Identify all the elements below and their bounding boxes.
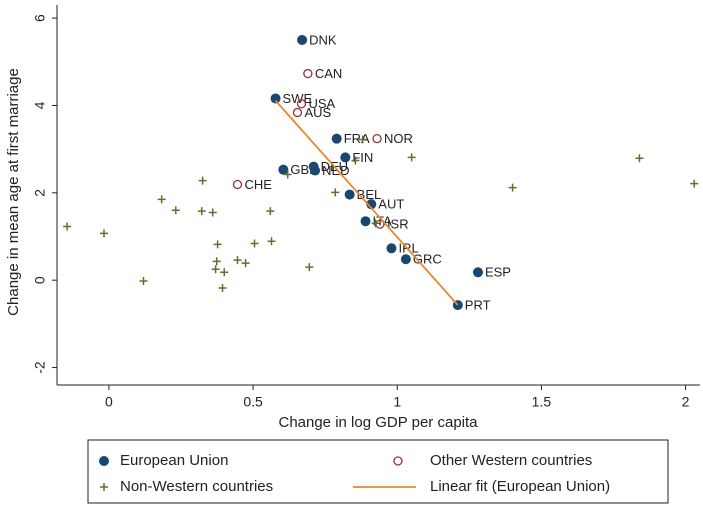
y-tick-label: -2 xyxy=(32,361,48,374)
legend-box xyxy=(87,439,669,504)
point xyxy=(211,265,220,274)
point xyxy=(283,170,292,179)
legend-marker xyxy=(99,456,109,466)
point xyxy=(292,107,303,118)
y-axis-label: Change in mean age at first marriage xyxy=(5,68,22,316)
point-label: CHE xyxy=(245,177,273,192)
point-label: NED xyxy=(322,163,349,178)
point-label: ESP xyxy=(485,265,511,280)
point xyxy=(270,93,281,104)
point xyxy=(296,99,307,109)
legend-marker xyxy=(393,456,403,466)
point-label: NOR xyxy=(384,131,413,146)
x-tick-label: 0 xyxy=(105,394,113,410)
point xyxy=(472,267,483,278)
point-label: PRT xyxy=(465,298,491,313)
point xyxy=(198,176,207,185)
legend-label: European Union xyxy=(120,452,228,469)
point xyxy=(690,179,699,188)
point xyxy=(331,133,342,144)
point xyxy=(351,156,360,165)
point xyxy=(372,134,382,144)
fit-line xyxy=(274,100,459,306)
point xyxy=(267,237,276,246)
point xyxy=(331,188,340,197)
point xyxy=(358,135,367,144)
point xyxy=(208,208,217,217)
legend-label: Other Western countries xyxy=(430,452,592,469)
y-tick-label: 2 xyxy=(32,189,48,197)
point xyxy=(400,254,411,265)
point xyxy=(386,243,397,254)
point xyxy=(99,229,108,238)
point xyxy=(241,259,250,268)
point xyxy=(635,154,644,163)
point xyxy=(220,268,229,277)
point xyxy=(232,179,243,190)
x-axis-label: Change in log GDP per capita xyxy=(278,414,478,431)
point xyxy=(233,256,242,265)
point xyxy=(63,222,72,231)
point xyxy=(212,257,221,266)
x-tick-label: 2 xyxy=(682,394,690,410)
point-label: USA xyxy=(309,96,336,111)
point xyxy=(278,164,289,175)
legend-marker xyxy=(100,483,108,491)
point xyxy=(344,189,355,200)
point xyxy=(171,206,180,215)
point xyxy=(508,183,517,192)
point xyxy=(340,152,351,163)
point-label: CAN xyxy=(315,66,342,81)
point xyxy=(371,219,380,228)
point xyxy=(407,153,416,162)
point xyxy=(297,34,308,45)
point xyxy=(266,207,275,216)
point xyxy=(218,284,227,293)
point-label: FRA xyxy=(344,131,370,146)
point xyxy=(250,239,259,248)
y-tick-label: 4 xyxy=(32,101,48,109)
point xyxy=(366,199,377,210)
point xyxy=(310,165,321,176)
x-tick-label: 1 xyxy=(393,394,401,410)
point xyxy=(213,240,222,249)
point xyxy=(139,277,148,286)
point-label: AUT xyxy=(378,197,404,212)
point xyxy=(197,207,206,216)
x-tick-label: 1.5 xyxy=(532,394,552,410)
point xyxy=(360,216,371,227)
legend-label: Linear fit (European Union) xyxy=(430,478,610,495)
x-tick-label: 0.5 xyxy=(243,394,263,410)
legend-label: Non-Western countries xyxy=(120,478,273,495)
point xyxy=(157,195,166,204)
point-label: DNK xyxy=(309,32,337,47)
point xyxy=(303,68,313,79)
y-tick-label: 6 xyxy=(32,14,48,22)
point xyxy=(305,263,314,272)
point-label: ISR xyxy=(387,217,409,232)
point-label: AUS xyxy=(304,105,331,120)
y-tick-label: 0 xyxy=(32,276,48,284)
